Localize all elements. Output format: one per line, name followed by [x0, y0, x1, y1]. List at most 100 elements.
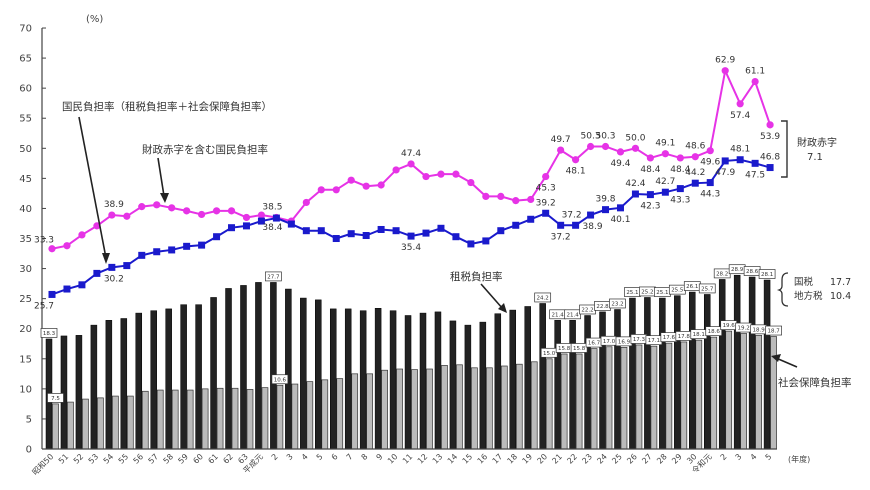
deficit-burden-value: 57.4	[730, 111, 750, 121]
bar-value-label: 17.6	[663, 335, 676, 341]
national-burden-marker	[766, 164, 774, 172]
social-burden-bar	[426, 368, 433, 450]
national-burden-marker	[751, 159, 759, 167]
bar-value-label: 18.3	[43, 331, 56, 337]
deficit-burden-marker	[512, 197, 520, 205]
x-tick-label: 59	[176, 452, 190, 466]
tax-burden-bar	[674, 295, 681, 450]
bar-value-label: 21.4	[566, 312, 579, 318]
national-burden-marker	[332, 235, 340, 243]
x-tick-label: 9	[375, 452, 385, 462]
bar-value-label: 25.1	[626, 290, 638, 296]
national-burden-marker	[572, 221, 580, 229]
national-burden-marker	[302, 227, 310, 235]
bar-series	[45, 274, 777, 450]
x-tick-label: 26	[625, 452, 639, 466]
bar-value-label: 18.9	[752, 327, 765, 333]
tax-burden-bar	[315, 299, 322, 450]
bar-value-label: 25.1	[656, 290, 668, 296]
bar-value-label: 19.2	[738, 326, 750, 332]
y-tick-label: 30	[19, 264, 32, 275]
tax-burden-bar	[689, 291, 696, 450]
deficit-burden-marker	[542, 172, 550, 181]
national-burden-marker	[198, 241, 206, 249]
x-tick-label: 8	[360, 452, 370, 462]
social-burden-bar	[97, 397, 104, 450]
deficit-burden-marker	[212, 207, 221, 215]
bar-value-label: 22.2	[581, 307, 593, 313]
x-tick-label: 21	[550, 452, 564, 466]
bar-value-box	[698, 283, 716, 294]
bar-value-label: 15.8	[558, 346, 571, 352]
national-burden-marker	[497, 227, 505, 235]
deficit-burden-value: 53.9	[760, 132, 780, 142]
x-tick-label: 25	[610, 452, 624, 466]
national-burden-value: 37.2	[551, 232, 571, 242]
deficit-burden-marker	[168, 204, 176, 212]
national-burden-marker	[691, 179, 699, 187]
x-tick-label: 12	[416, 452, 430, 466]
national-burden-marker	[467, 240, 475, 248]
social-burden-bar	[605, 346, 613, 450]
arrow-head-icon	[498, 303, 507, 313]
x-tick-label: 14	[446, 452, 460, 466]
x-tick-label: 4	[300, 452, 310, 462]
national-burden-marker	[721, 157, 729, 165]
x-tick-label: 51	[57, 452, 71, 466]
national-burden-marker	[437, 224, 445, 232]
deficit-burden-marker	[123, 212, 131, 220]
bar-value-label: 17.1	[648, 338, 660, 344]
national-burden-marker	[736, 156, 744, 164]
tax-burden-bar	[748, 276, 756, 450]
social-burden-bar	[635, 344, 643, 450]
national-burden-marker	[108, 263, 116, 271]
social-burden-bar	[201, 388, 209, 450]
deficit-bracket-title: 財政赤字	[797, 136, 837, 149]
national-tax-label: 国税	[794, 276, 814, 288]
social-burden-bar	[321, 379, 329, 450]
deficit-burden-value: 38.9	[104, 200, 124, 210]
deficit-burden-marker	[242, 213, 251, 222]
tax-burden-bar	[285, 288, 292, 450]
bar-value-label: 18.7	[767, 329, 780, 335]
deficit-burden-value: 50.3	[581, 131, 601, 141]
national-burden-marker	[362, 232, 370, 240]
tax-burden-bar	[644, 297, 651, 450]
x-tick-label: 3	[734, 452, 744, 462]
value-labels: 18.327.724.221.4 21.422.222.8 23.225.1 25.2…	[34, 56, 782, 403]
y-tick-label: 25	[19, 294, 32, 305]
deficit-burden-marker	[601, 142, 610, 151]
national-burden-marker	[587, 211, 595, 219]
tax-burden-bar	[524, 306, 531, 450]
tax-burden-bar	[404, 315, 412, 450]
social-burden-bar	[67, 401, 74, 450]
x-tick-label: 57	[147, 452, 161, 466]
deficit-burden-marker	[646, 154, 655, 162]
deficit-burden-marker	[392, 166, 400, 174]
y-tick-label: 65	[19, 54, 32, 65]
national-burden-value: 42.7	[655, 177, 675, 187]
tax-burden-bar	[329, 308, 337, 450]
social-burden-bar	[366, 373, 374, 450]
deficit-burden-value: 61.1	[745, 67, 765, 77]
deficit-burden-marker	[661, 150, 669, 158]
tax-burden-bar	[300, 297, 307, 450]
bar-value-box	[758, 269, 776, 279]
national-burden-marker	[168, 246, 176, 254]
tax-burden-bar	[225, 288, 232, 450]
y-tick-label: 10	[19, 384, 32, 395]
bar-value-box	[705, 326, 723, 336]
deficit-burden-marker	[452, 170, 460, 178]
social-burden-bar	[156, 389, 164, 450]
national-burden-value: 48.1	[730, 145, 750, 155]
arrow-head-icon	[771, 354, 781, 362]
x-tick-label: 52	[72, 452, 86, 466]
x-tick-label: 5	[315, 452, 325, 462]
social-burden-bar	[306, 381, 314, 450]
national-burden-marker	[407, 232, 415, 240]
tax-burden-bar	[210, 297, 217, 450]
social-burden-bar	[680, 341, 688, 450]
deficit-burden-marker	[616, 148, 625, 156]
national-burden-value: 47.5	[745, 170, 765, 180]
